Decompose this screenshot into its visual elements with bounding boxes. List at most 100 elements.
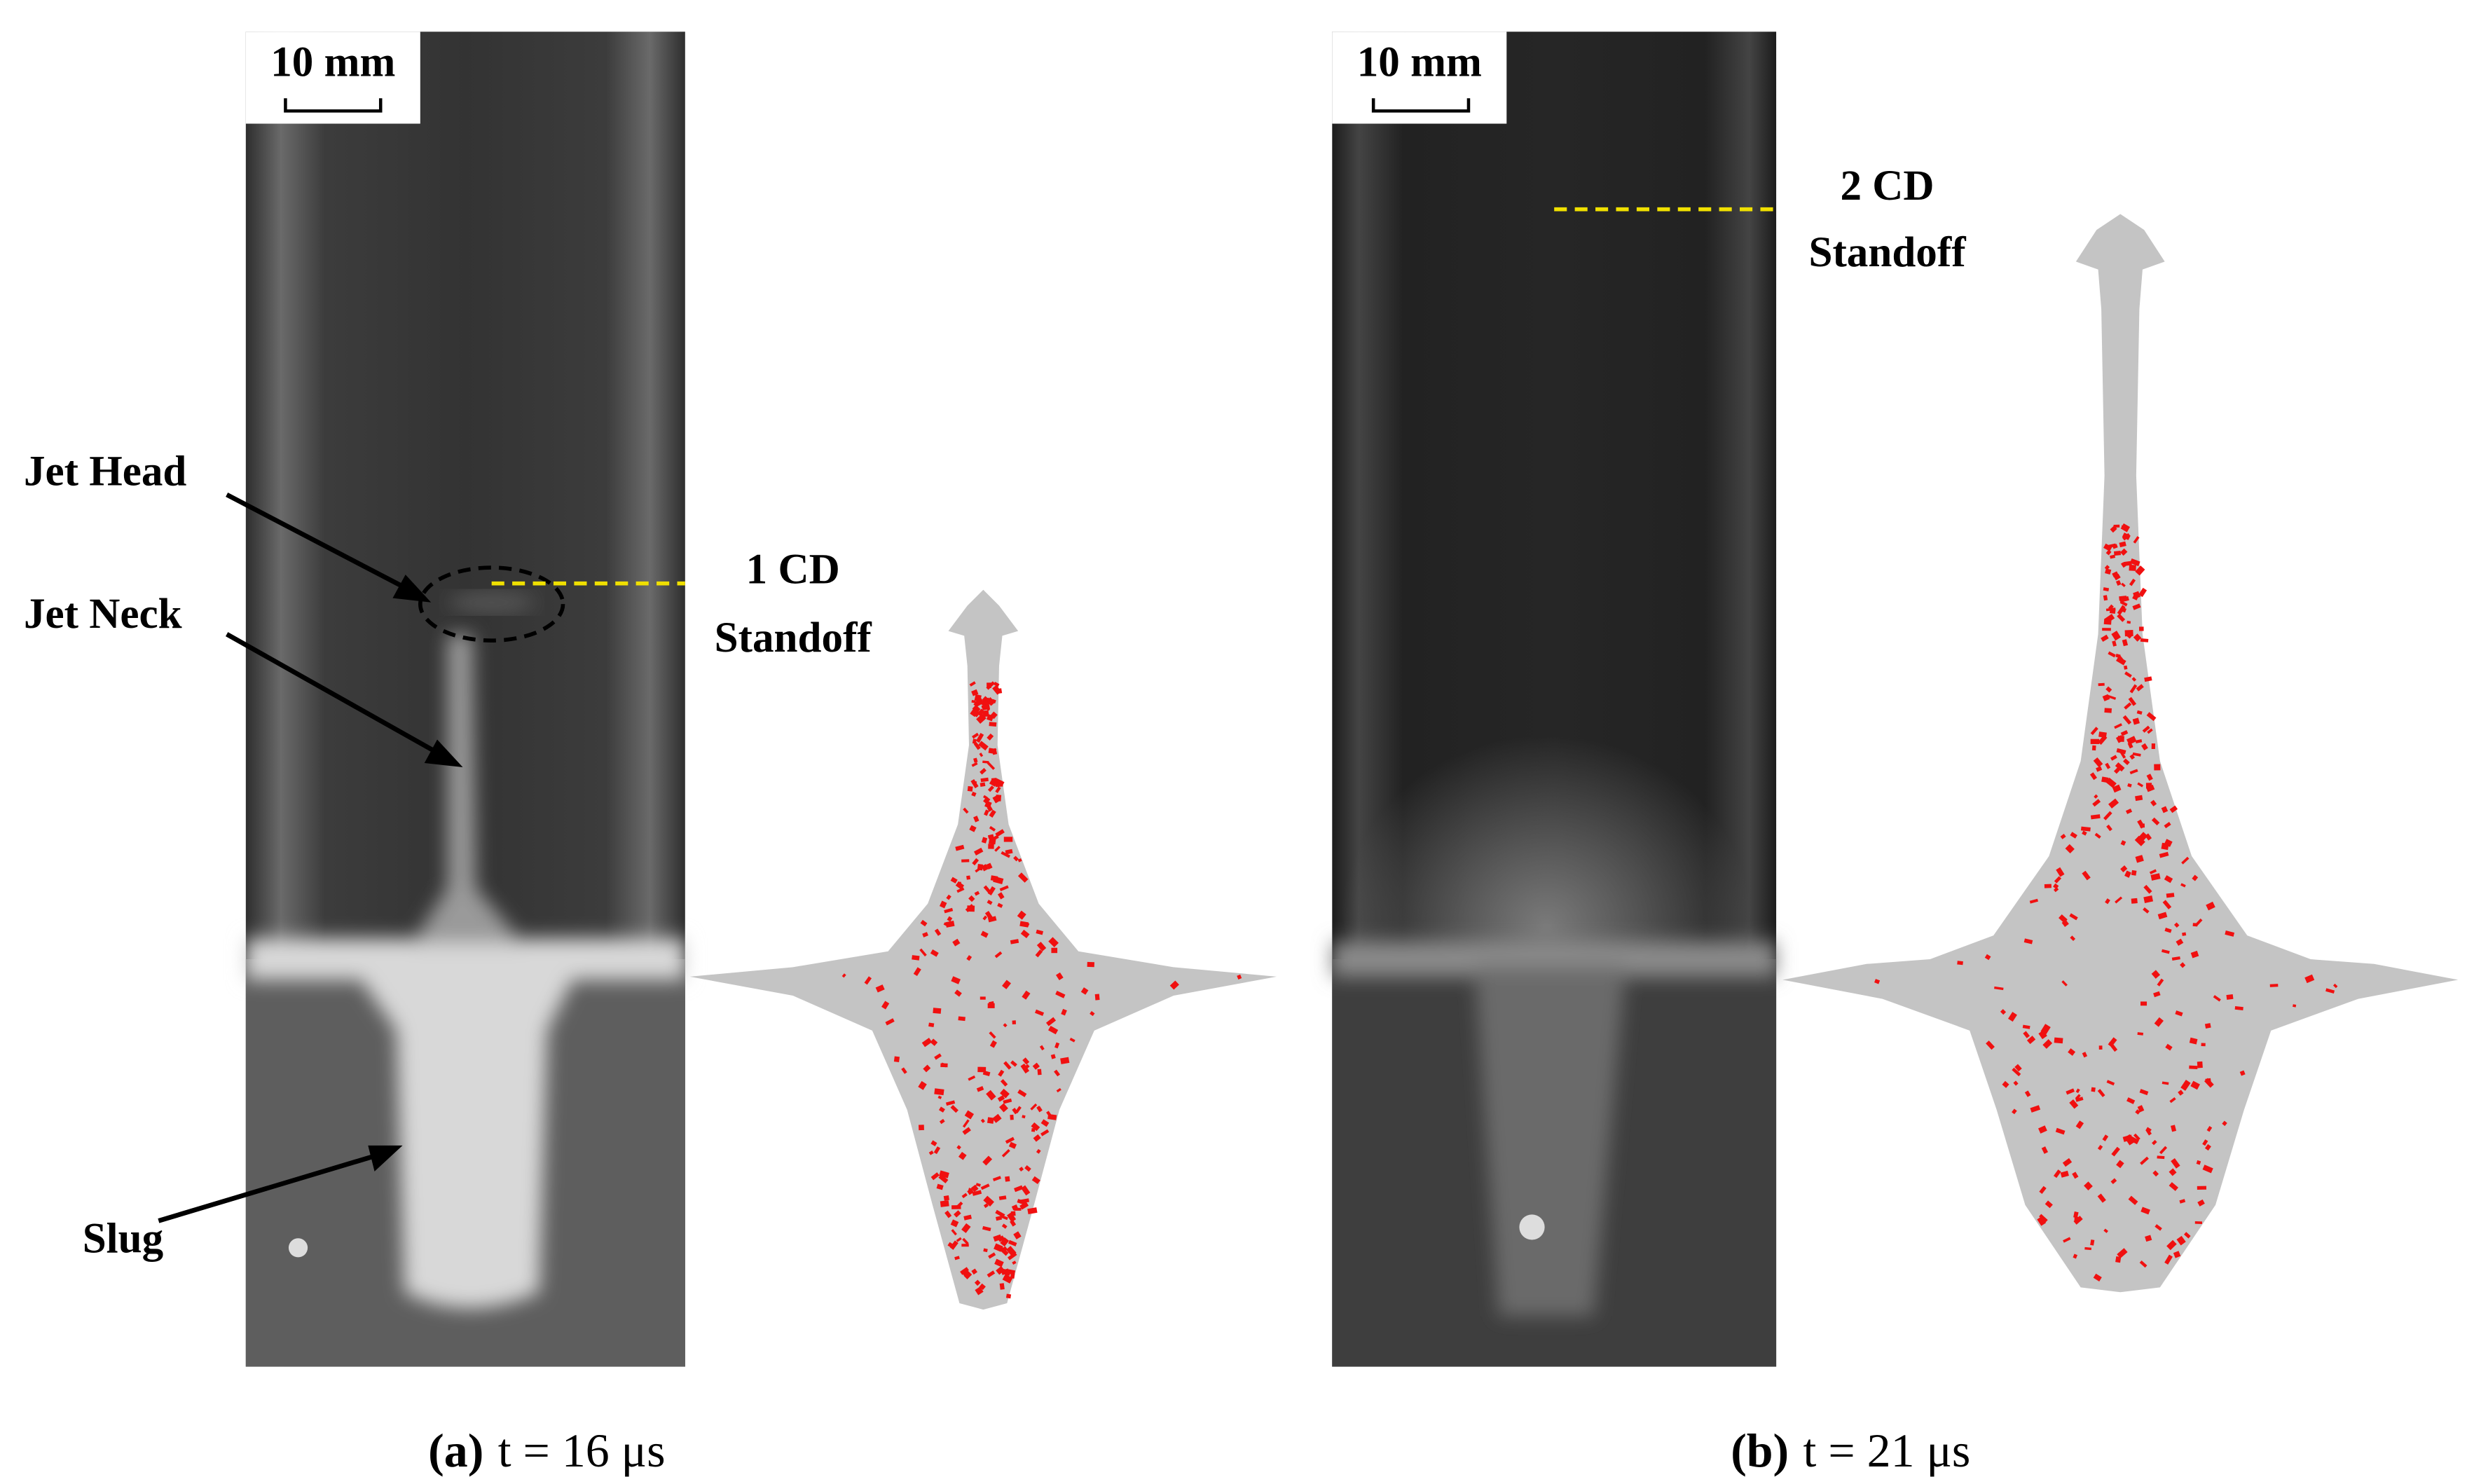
speckle	[2037, 1216, 2047, 1226]
speckle	[2169, 1168, 2177, 1176]
speckle	[2104, 708, 2112, 713]
speckle	[1054, 1069, 1061, 1077]
speckle	[954, 989, 962, 997]
speckle	[1024, 921, 1030, 928]
speckle	[1017, 1199, 1027, 1206]
speckle	[2012, 1067, 2021, 1077]
simulation-shape	[689, 589, 1277, 1310]
speckle	[1003, 837, 1013, 842]
speckle	[2164, 822, 2171, 829]
speckle	[2131, 898, 2138, 904]
caption-letter: (a)	[428, 1424, 483, 1477]
speckle	[2114, 723, 2122, 729]
speckle	[2135, 739, 2143, 743]
standoff-label: Standoff	[715, 614, 872, 661]
speckle	[918, 1125, 924, 1131]
speckle	[1001, 851, 1010, 858]
speckle	[1012, 1020, 1017, 1025]
speckle	[2161, 806, 2169, 813]
speckle	[2105, 549, 2112, 556]
speckle	[2119, 607, 2127, 613]
speckle	[2159, 851, 2169, 858]
speckle	[2061, 919, 2069, 927]
speckle	[966, 875, 971, 880]
speckle	[2022, 1024, 2030, 1029]
speckle	[2129, 684, 2138, 694]
speckle	[2165, 1043, 2173, 1051]
speckle	[2170, 1125, 2177, 1132]
speckle	[989, 1031, 996, 1039]
speckle	[928, 1022, 935, 1028]
speckle	[2090, 727, 2098, 736]
speckle	[988, 844, 994, 849]
speckle	[2133, 536, 2140, 544]
speckle	[2171, 1157, 2180, 1169]
speckle	[973, 816, 980, 823]
speckle	[950, 1219, 959, 1228]
speckle	[2103, 587, 2110, 591]
speckle	[1048, 1026, 1059, 1035]
speckle	[2157, 912, 2168, 920]
speckle	[2131, 677, 2137, 682]
speckle	[971, 689, 979, 696]
speckle	[1237, 974, 1242, 980]
speckle	[963, 1214, 972, 1221]
speckle	[1023, 1064, 1030, 1071]
speckle	[989, 1040, 997, 1048]
speckle	[999, 1214, 1008, 1221]
speckle	[2117, 1248, 2128, 1258]
speckle	[2123, 758, 2130, 766]
speckle	[2075, 1120, 2084, 1129]
speckle	[2110, 755, 2117, 761]
speckle	[981, 837, 988, 844]
speckle	[2082, 830, 2087, 836]
speckle	[986, 1090, 996, 1101]
scale-label: 10 mm	[1357, 39, 1482, 86]
speckle	[2024, 1090, 2031, 1097]
speckle	[2094, 794, 2098, 799]
speckle	[1060, 1057, 1070, 1064]
speckle	[2101, 776, 2109, 783]
speckle	[2065, 844, 2075, 854]
speckle	[2061, 980, 2068, 987]
speckle	[1001, 1223, 1008, 1229]
speckle	[1005, 1293, 1012, 1299]
speckle	[2146, 774, 2153, 781]
speckle	[962, 1237, 969, 1245]
speckle	[997, 892, 1005, 900]
speckle	[920, 919, 928, 927]
speckle	[930, 1038, 938, 1046]
speckle	[951, 976, 961, 984]
speckle	[919, 948, 927, 957]
speckle	[992, 1176, 1001, 1182]
speckle	[2133, 1133, 2140, 1141]
speckle	[2124, 870, 2131, 878]
standoff-label: Standoff	[1808, 229, 1966, 276]
speckle	[975, 1286, 984, 1296]
speckle	[2135, 565, 2145, 576]
speckle	[2140, 1207, 2150, 1215]
speckle	[2140, 1156, 2149, 1165]
speckle	[2111, 1146, 2120, 1157]
speckle	[2101, 634, 2109, 643]
speckle	[2070, 832, 2077, 839]
speckle	[1000, 1079, 1008, 1087]
speckle	[2002, 1080, 2009, 1088]
speckle	[1050, 1054, 1056, 1059]
speckle	[2112, 544, 2118, 549]
speckle	[962, 1119, 970, 1128]
speckle	[2042, 1039, 2053, 1049]
speckle	[2182, 932, 2187, 936]
speckle	[2089, 772, 2097, 781]
speckle	[986, 863, 993, 870]
speckle	[982, 1070, 991, 1076]
speckle	[2130, 558, 2140, 567]
speckle	[2117, 613, 2126, 622]
speckle	[992, 685, 1002, 695]
speckle	[2120, 523, 2131, 533]
speckle	[2132, 717, 2140, 725]
speckle	[2113, 764, 2123, 774]
speckle	[2234, 1005, 2243, 1010]
speckle	[1022, 1057, 1030, 1065]
speckle	[1031, 1122, 1040, 1132]
